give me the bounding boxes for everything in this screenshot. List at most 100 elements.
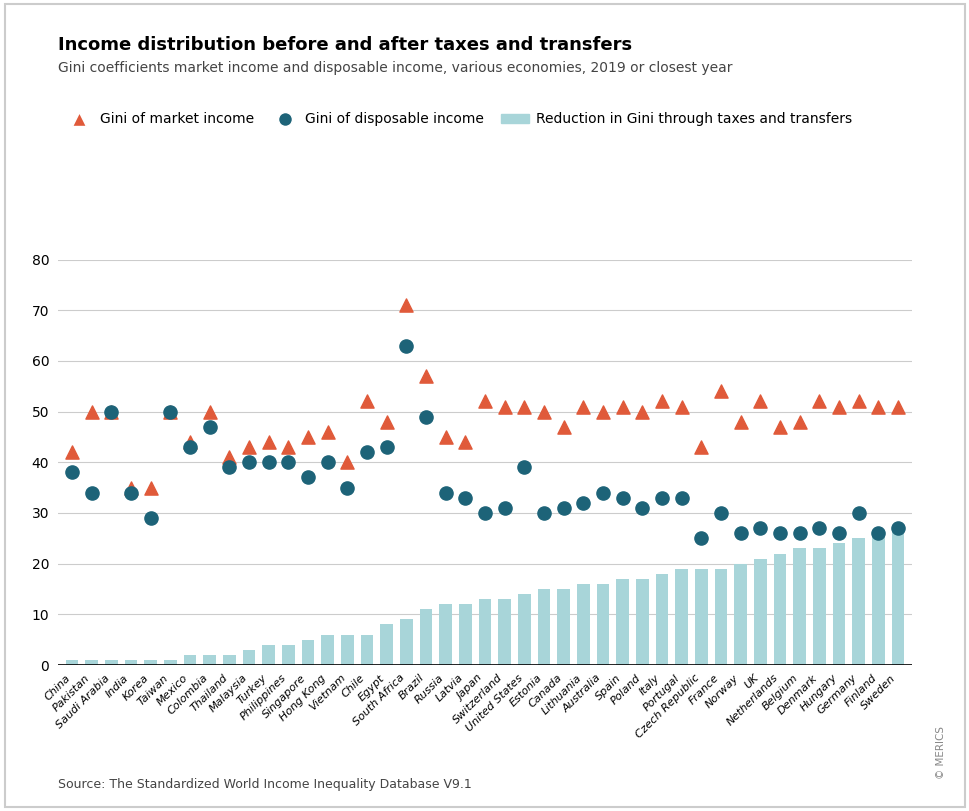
Bar [458, 604, 471, 665]
Point [693, 440, 708, 453]
Point [673, 491, 689, 504]
Point [280, 440, 296, 453]
Point [575, 496, 590, 509]
Point [379, 440, 394, 453]
Point [870, 400, 886, 413]
Point [221, 451, 236, 464]
Point [261, 436, 276, 448]
Bar [203, 655, 216, 665]
Point [300, 471, 316, 484]
Bar [85, 660, 98, 665]
Bar [734, 564, 746, 665]
Point [536, 506, 551, 520]
Point [261, 456, 276, 469]
Point [477, 506, 492, 520]
Point [398, 339, 414, 352]
Point [536, 406, 551, 418]
Bar [282, 645, 295, 665]
Point [830, 527, 846, 540]
Bar [360, 634, 373, 665]
Point [104, 406, 119, 418]
Point [830, 400, 846, 413]
Bar [223, 655, 235, 665]
Bar [871, 534, 884, 665]
Bar [773, 554, 786, 665]
Bar [831, 543, 845, 665]
Point [614, 400, 630, 413]
Point [221, 461, 236, 474]
Point [712, 506, 728, 520]
Point [811, 521, 827, 534]
Point [83, 487, 99, 500]
Point [850, 395, 865, 408]
Point [673, 400, 689, 413]
Point [182, 436, 198, 448]
Point [516, 400, 532, 413]
Point [575, 400, 590, 413]
Point [555, 501, 571, 514]
Point [850, 506, 865, 520]
Bar [537, 589, 549, 665]
Bar [615, 579, 629, 665]
Point [496, 501, 512, 514]
Bar [321, 634, 333, 665]
Point [339, 481, 355, 494]
Point [339, 456, 355, 469]
Text: Source: The Standardized World Income Inequality Database V9.1: Source: The Standardized World Income In… [58, 778, 472, 791]
Point [890, 400, 905, 413]
Point [634, 406, 649, 418]
Point [280, 456, 296, 469]
Point [241, 440, 257, 453]
Point [634, 501, 649, 514]
Bar [380, 624, 392, 665]
Point [320, 456, 335, 469]
Point [437, 431, 453, 444]
Bar [714, 569, 727, 665]
Point [771, 420, 787, 433]
Point [614, 491, 630, 504]
Point [163, 406, 178, 418]
Point [182, 440, 198, 453]
Point [457, 491, 473, 504]
Point [752, 521, 767, 534]
Point [241, 456, 257, 469]
Point [555, 420, 571, 433]
Point [359, 446, 374, 459]
Bar [105, 660, 117, 665]
Point [437, 487, 453, 500]
Point [870, 527, 886, 540]
Bar [852, 539, 864, 665]
Point [595, 406, 610, 418]
Bar [144, 660, 157, 665]
Point [418, 370, 433, 383]
Point [811, 395, 827, 408]
Bar [557, 589, 570, 665]
Point [320, 426, 335, 439]
Point [163, 406, 178, 418]
Bar [340, 634, 354, 665]
Point [791, 527, 806, 540]
Legend: Gini of market income, Gini of disposable income, Reduction in Gini through taxe: Gini of market income, Gini of disposabl… [65, 113, 851, 127]
Text: Income distribution before and after taxes and transfers: Income distribution before and after tax… [58, 36, 632, 54]
Point [64, 446, 79, 459]
Point [142, 512, 158, 525]
Point [359, 395, 374, 408]
Point [142, 481, 158, 494]
Bar [694, 569, 707, 665]
Point [595, 487, 610, 500]
Bar [517, 594, 530, 665]
Bar [753, 559, 766, 665]
Point [202, 420, 217, 433]
Point [83, 406, 99, 418]
Point [653, 491, 669, 504]
Point [398, 298, 414, 311]
Point [496, 400, 512, 413]
Bar [636, 579, 648, 665]
Text: © MERICS: © MERICS [935, 726, 945, 779]
Bar [399, 620, 412, 665]
Point [712, 385, 728, 398]
Point [477, 395, 492, 408]
Bar [577, 584, 589, 665]
Bar [439, 604, 452, 665]
Point [516, 461, 532, 474]
